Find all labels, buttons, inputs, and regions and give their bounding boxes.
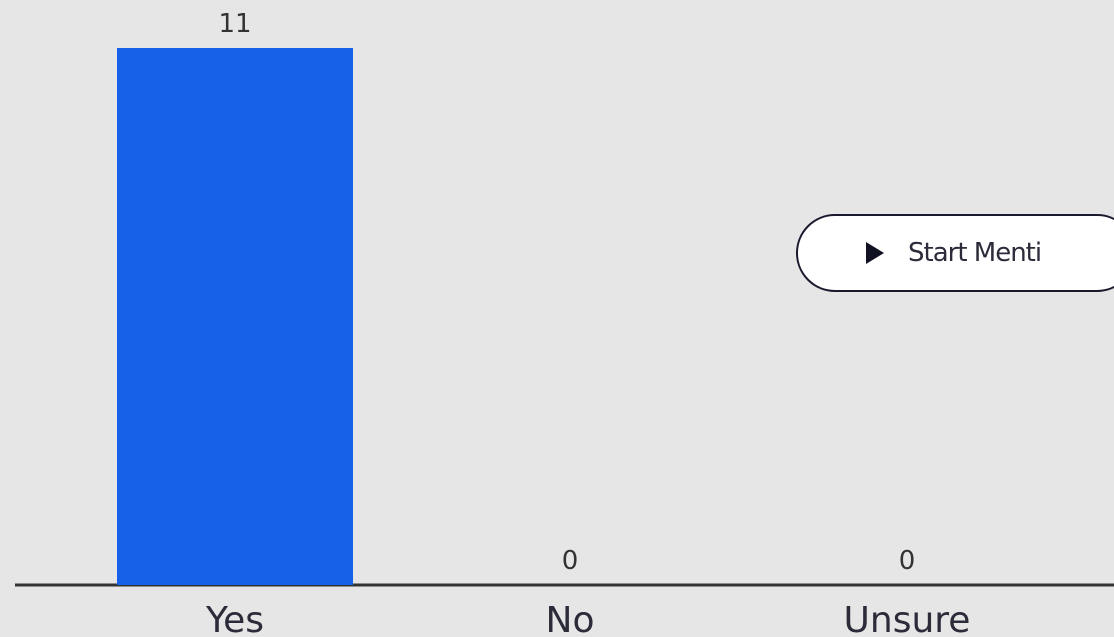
data-label-no: 0: [562, 546, 579, 576]
data-label-unsure: 0: [899, 546, 916, 576]
category-label-unsure: Unsure: [844, 600, 971, 637]
category-label-yes: Yes: [205, 600, 264, 637]
bar-yes: [117, 48, 353, 585]
play-icon: [866, 242, 884, 264]
category-label-no: No: [546, 600, 595, 637]
start-menti-button[interactable]: Start Menti: [796, 214, 1114, 292]
data-label-yes: 11: [218, 9, 251, 39]
start-menti-label: Start Menti: [908, 238, 1042, 268]
